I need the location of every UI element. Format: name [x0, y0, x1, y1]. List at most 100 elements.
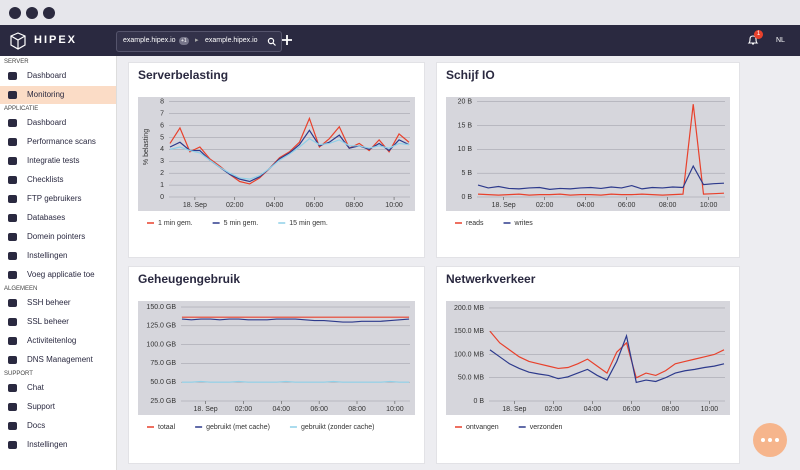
- nav-item[interactable]: Instellingen: [0, 247, 116, 265]
- x-tick-label: 08:00: [348, 406, 366, 413]
- nav-icon: [8, 299, 17, 307]
- nav-label: Integratie tests: [27, 156, 80, 165]
- legend-label[interactable]: 1 min gem.: [158, 220, 193, 227]
- language[interactable]: NL: [776, 37, 785, 44]
- y-tick-label: 125.0 GB: [146, 323, 176, 330]
- legend-label[interactable]: totaal: [158, 424, 176, 431]
- y-tick-label: 7: [160, 111, 164, 118]
- nav-label: Dashboard: [27, 71, 67, 80]
- nav-item[interactable]: Support: [0, 398, 116, 416]
- browser-bar: [0, 0, 800, 25]
- window-dot[interactable]: [26, 7, 38, 19]
- breadcrumb[interactable]: example.hipex.io: [123, 37, 176, 44]
- series-line: [489, 330, 725, 379]
- y-tick-label: 0: [160, 194, 164, 201]
- nav-item[interactable]: DNS Management: [0, 351, 116, 369]
- chart-title: Geheugengebruik: [138, 272, 240, 286]
- nav-item[interactable]: Domein pointers: [0, 228, 116, 246]
- series-line: [489, 333, 725, 384]
- series-line: [181, 318, 410, 323]
- nav-label: SSH beheer: [27, 298, 71, 307]
- series-line: [181, 380, 410, 383]
- add-button[interactable]: [281, 34, 293, 46]
- nav-label: Dashboard: [27, 118, 67, 127]
- legend-label[interactable]: gebruikt (zonder cache): [301, 424, 375, 431]
- y-tick-label: 4: [160, 146, 164, 153]
- nav-item[interactable]: Chat: [0, 379, 116, 397]
- nav-item[interactable]: Activiteitenlog: [0, 332, 116, 350]
- y-tick-label: 50.0 MB: [458, 375, 484, 382]
- legend-label[interactable]: verzonden: [530, 424, 563, 431]
- nav-item[interactable]: Voeg applicatie toe: [0, 266, 116, 284]
- nav-label: Instellingen: [27, 251, 68, 260]
- legend-label[interactable]: reads: [466, 220, 484, 227]
- nav-label: Voeg applicatie toe: [27, 270, 95, 279]
- chart-title: Netwerkverkeer: [446, 272, 536, 286]
- series-line: [169, 116, 410, 185]
- nav-icon: [8, 91, 17, 99]
- legend-label[interactable]: 5 min gem.: [224, 220, 259, 227]
- nav-item[interactable]: Performance scans: [0, 133, 116, 151]
- notification-badge: 1: [754, 30, 763, 39]
- breadcrumb[interactable]: example.hipex.io: [205, 37, 258, 44]
- y-tick-label: 150.0 MB: [454, 328, 484, 335]
- nav-item[interactable]: Dashboard: [0, 114, 116, 132]
- legend-label[interactable]: 15 min gem.: [289, 220, 328, 227]
- chart: Schijf IO 0 B 5 B 10 B 15 B 20 B 18. Sep 02:00 0…: [446, 68, 730, 227]
- x-tick-label: 08:00: [659, 202, 677, 209]
- legend-label[interactable]: gebruikt (met cache): [206, 424, 270, 431]
- legend-label[interactable]: writes: [514, 220, 534, 227]
- nav-label: SSL beheer: [27, 317, 69, 326]
- x-tick-label: 18. Sep: [194, 406, 218, 413]
- y-tick-label: 6: [160, 122, 164, 129]
- nav-label: Monitoring: [27, 90, 65, 99]
- nav-item[interactable]: SSH beheer: [0, 294, 116, 312]
- nav-icon: [8, 252, 17, 260]
- nav-label: Support: [27, 402, 56, 411]
- legend-label[interactable]: ontvangen: [466, 424, 499, 431]
- section-title: SERVER: [4, 59, 29, 65]
- nav-icon: [8, 337, 17, 345]
- section-title: ALGEMEEN: [4, 286, 38, 292]
- chart-card: Serverbelasting % belasting 0 1 2 3 4 5 6 7 8 18. S…: [128, 62, 425, 258]
- nav-item[interactable]: Dashboard: [0, 67, 116, 85]
- nav-item[interactable]: Monitoring: [0, 86, 116, 104]
- nav-icon: [8, 384, 17, 392]
- y-tick-label: 0 B: [473, 398, 484, 405]
- x-tick-label: 06:00: [618, 202, 636, 209]
- nav-label: Checklists: [27, 175, 64, 184]
- nav-icon: [8, 318, 17, 326]
- nav-icon: [8, 119, 17, 127]
- series-line: [477, 104, 725, 196]
- nav-icon: [8, 233, 17, 241]
- window-dot[interactable]: [43, 7, 55, 19]
- y-tick-label: 150.0 GB: [146, 304, 176, 311]
- chat-button[interactable]: [752, 422, 788, 458]
- y-tick-label: 8: [160, 99, 164, 106]
- nav-item[interactable]: FTP gebruikers: [0, 190, 116, 208]
- nav-icon: [8, 72, 17, 80]
- nav-icon: [8, 271, 17, 279]
- nav-item[interactable]: Docs: [0, 417, 116, 435]
- x-tick-label: 10:00: [701, 406, 719, 413]
- x-tick-label: 04:00: [266, 202, 284, 209]
- y-tick-label: 50.0 GB: [150, 379, 176, 386]
- nav-item[interactable]: Checklists: [0, 171, 116, 189]
- y-tick-label: 200.0 MB: [454, 305, 484, 312]
- y-tick-label: 20 B: [458, 99, 473, 106]
- bell-icon[interactable]: [746, 33, 760, 47]
- nav-item[interactable]: Integratie tests: [0, 152, 116, 170]
- chart: Netwerkverkeer 0 B 50.0 MB 100.0 MB 150.0 MB…: [446, 272, 730, 431]
- window-dot[interactable]: [9, 7, 21, 19]
- nav-label: Databases: [27, 213, 66, 222]
- nav-item[interactable]: SSL beheer: [0, 313, 116, 331]
- search-icon[interactable]: [267, 37, 276, 46]
- y-tick-label: 25.0 GB: [150, 398, 176, 405]
- x-tick-label: 02:00: [545, 406, 563, 413]
- nav-label: Performance scans: [27, 137, 96, 146]
- chart-card: Netwerkverkeer 0 B 50.0 MB 100.0 MB 150.0 MB…: [436, 266, 740, 464]
- nav-label: Chat: [27, 383, 44, 392]
- nav-item[interactable]: Databases: [0, 209, 116, 227]
- nav-item[interactable]: Instellingen: [0, 436, 116, 454]
